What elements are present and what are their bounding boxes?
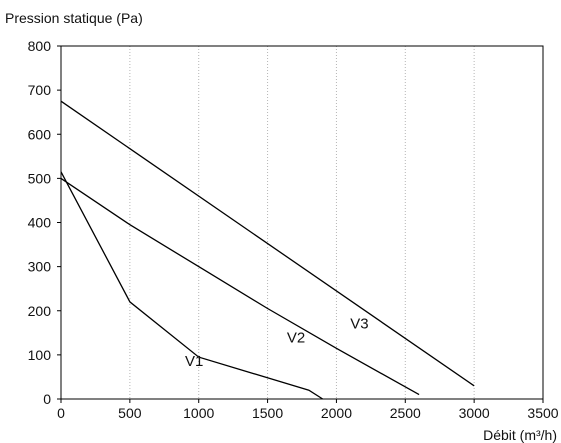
y-tick-label: 600 xyxy=(28,126,52,142)
y-tick-label: 100 xyxy=(28,347,52,363)
series-line-v2 xyxy=(60,177,420,396)
x-tick-label: 2500 xyxy=(390,405,421,421)
x-axis-label: Débit (m³/h) xyxy=(483,427,557,443)
x-tick-label: 3000 xyxy=(459,405,490,421)
y-tick-label: 700 xyxy=(28,82,52,98)
x-tick-label: 3500 xyxy=(527,405,558,421)
y-axis-label: Pression statique (Pa) xyxy=(5,10,143,26)
axis-ticks: 0 500 1000 1500 2000 2500 3000 3500 0 100 200 300 40… xyxy=(28,38,559,421)
x-tick-label: 2000 xyxy=(321,405,352,421)
x-tick-label: 0 xyxy=(57,405,65,421)
grid-lines xyxy=(129,46,475,399)
series-label-v2: V2 xyxy=(287,330,305,347)
y-tick-label: 300 xyxy=(28,259,52,275)
y-tick-label: 200 xyxy=(28,303,52,319)
y-tick-label: 400 xyxy=(28,215,52,231)
series-label-v1: V1 xyxy=(185,353,203,370)
series-line-v3 xyxy=(60,100,475,387)
y-tick-label: 800 xyxy=(28,38,52,54)
x-tick-label: 500 xyxy=(118,405,142,421)
y-tick-label: 0 xyxy=(43,391,51,407)
y-tick-label: 500 xyxy=(28,170,52,186)
series-label-v3: V3 xyxy=(350,315,368,332)
series-lines: V1 V2 V3 xyxy=(60,100,475,400)
x-tick-label: 1000 xyxy=(183,405,214,421)
series-line-v1 xyxy=(60,171,324,400)
x-tick-label: 1500 xyxy=(252,405,283,421)
